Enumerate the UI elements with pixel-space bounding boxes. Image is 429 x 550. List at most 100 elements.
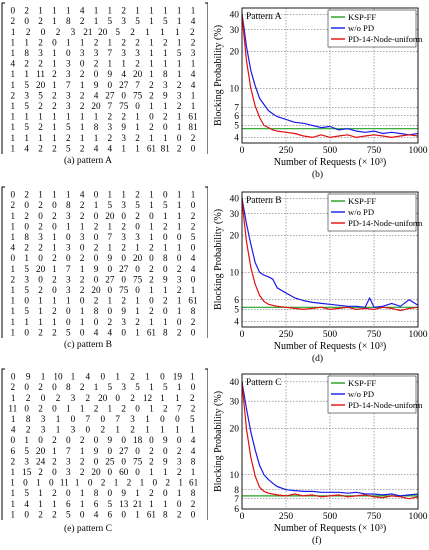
matrix-cell: 1 <box>11 317 16 327</box>
matrix-cell: 20 <box>133 69 143 79</box>
matrix-panel-a: 0 2 1 1 1 4 1 1 2 1 1 1 1 1 2 0 2 1 8 2 1 5 3 5 1 5 1 4 1 2 0 2 3 21 20 5 2 1… <box>0 2 208 168</box>
matrix-cell: 1 <box>190 372 195 382</box>
matrix-cell: 3 <box>71 425 76 435</box>
matrix-cell: 1 <box>80 446 85 456</box>
matrix-cell: 1 <box>163 59 168 69</box>
matrix-cell: 0 <box>24 296 29 306</box>
matrix-cell: 1 <box>52 296 57 306</box>
matrix-cell: 0 <box>177 499 182 509</box>
matrix-cell: 0 <box>41 27 46 37</box>
matrix-cell: 1 <box>145 27 150 37</box>
matrix-cell: 1 <box>38 6 43 16</box>
matrix-cell: 4 <box>191 435 196 445</box>
matrix-cell: 0 <box>152 478 157 488</box>
matrix-cell: 1 <box>11 414 16 424</box>
matrix-cell: 0 <box>149 112 154 122</box>
matrix-cell: 0 <box>163 306 168 316</box>
matrix-cell: 9 <box>163 90 168 100</box>
matrix-cell: 61 <box>147 143 157 153</box>
traffic-matrix-a: 0 2 1 1 1 4 1 1 2 1 1 1 1 12 0 2 1 8 2 1 5 3 5 1 5 1 41 2 0 2 3 21 20 5 2 1… <box>1 2 208 154</box>
matrix-cell: 1 <box>36 478 41 488</box>
legend-label: PD-14-Node-uniform <box>348 218 423 228</box>
matrix-cell: 1 <box>24 253 29 263</box>
matrix-cell: 2 <box>24 6 29 16</box>
matrix-cell: 4 <box>94 327 99 337</box>
matrix-cell: 1 <box>11 69 16 79</box>
matrix-cell: 1 <box>52 446 57 456</box>
matrix-cell: 20 <box>133 253 143 263</box>
caption-e: (e) pattern C <box>64 524 113 534</box>
matrix-cell: 5 <box>108 16 113 26</box>
matrix-cell: 2 <box>38 143 43 153</box>
matrix-cell: 2 <box>177 446 182 456</box>
x-axis-label: Number of Requests (× 10³) <box>274 341 387 352</box>
matrix-cell: 1 <box>145 425 150 435</box>
y-axis-label: Blocking Probability (%) <box>213 209 224 310</box>
caption-a: (a) pattern A <box>64 156 113 166</box>
matrix-cell: 1 <box>149 37 154 47</box>
matrix-cell: 0 <box>94 435 99 445</box>
matrix-cell: 0 <box>121 509 126 519</box>
matrix-cell: 1 <box>149 382 154 392</box>
matrix-cell: 9 <box>163 456 168 466</box>
matrix-cell: 1 <box>149 69 154 79</box>
matrix-cell: 3 <box>66 90 71 100</box>
matrix-cell: 2 <box>26 393 31 403</box>
matrix-cell: 2 <box>80 382 85 392</box>
matrix-cell: 5 <box>24 80 29 90</box>
matrix-cell: 0 <box>52 221 57 231</box>
matrix-cell: 2 <box>80 467 85 477</box>
matrix-cell: 5 <box>24 122 29 132</box>
matrix-cell: 25 <box>105 456 115 466</box>
matrix-cell: 1 <box>135 112 140 122</box>
matrix-cell: 0 <box>191 143 196 153</box>
matrix-cell: 1 <box>163 243 168 253</box>
matrix-cell: 2 <box>94 59 99 69</box>
matrix-cell: 2 <box>121 403 126 413</box>
matrix-cell: 1 <box>140 478 145 488</box>
matrix-cell: 0 <box>24 403 29 413</box>
matrix-cell: 7 <box>135 80 140 90</box>
matrix-cell: 1 <box>80 488 85 498</box>
matrix-cell: 1 <box>24 112 29 122</box>
matrix-cell: 1 <box>177 211 182 221</box>
matrix-cell: 0 <box>149 296 154 306</box>
matrix-left-bracket <box>1 2 5 154</box>
matrix-cell: 2 <box>52 509 57 519</box>
matrix-cell: 8 <box>66 200 71 210</box>
matrix-cell: 2 <box>66 133 71 143</box>
matrix-cell: 0 <box>80 59 85 69</box>
matrix-cell: 1 <box>11 488 16 498</box>
matrix-cell: 3 <box>41 425 46 435</box>
matrix-cell: 2 <box>177 285 182 295</box>
matrix-cell: 2 <box>80 200 85 210</box>
matrix-cell: 2 <box>94 221 99 231</box>
series-line <box>241 14 419 136</box>
matrix-cell: 7 <box>66 264 71 274</box>
matrix-cell: 1 <box>80 264 85 274</box>
matrix-cell: 20 <box>91 285 101 295</box>
matrix-cell: 5 <box>163 16 168 26</box>
matrix-cell: 1 <box>135 327 140 337</box>
matrix-cell: 2 <box>80 90 85 100</box>
matrix-cell: 2 <box>52 90 57 100</box>
matrix-cell: 1 <box>135 509 140 519</box>
matrix-cell: 2 <box>121 37 126 47</box>
matrix-cell: 1 <box>52 499 57 509</box>
matrix-cell: 1 <box>177 122 182 132</box>
matrix-cell: 9 <box>121 488 126 498</box>
matrix-cell: 1 <box>177 59 182 69</box>
matrix-cell: 1 <box>149 200 154 210</box>
matrix-cell: 8 <box>24 48 29 58</box>
matrix-cell: 2 <box>191 211 196 221</box>
matrix-cell: 2 <box>191 37 196 47</box>
matrix-cell: 1 <box>160 425 165 435</box>
matrix-cell: 1 <box>177 488 182 498</box>
matrix-cell: 1 <box>11 499 16 509</box>
matrix-cell: 2 <box>149 243 154 253</box>
matrix-cell: 1 <box>108 6 113 16</box>
matrix-cell: 1 <box>80 133 85 143</box>
matrix-cell: 2 <box>38 403 43 413</box>
matrix-cell: 2 <box>26 425 31 435</box>
matrix-cell: 1 <box>80 112 85 122</box>
